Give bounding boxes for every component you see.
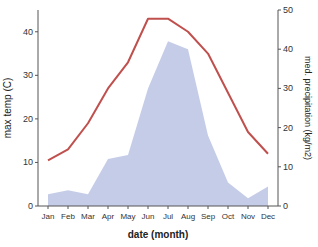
x-tick — [148, 206, 149, 209]
x-tick — [188, 206, 189, 209]
y-tick — [35, 31, 38, 32]
y2-tick-label: 50 — [283, 5, 293, 15]
y-axis-line — [38, 10, 39, 206]
y2-axis-line — [278, 10, 279, 206]
y2-tick — [278, 49, 281, 50]
x-tick — [68, 206, 69, 209]
y2-tick-label: 0 — [283, 201, 288, 211]
y2-tick-label: 30 — [283, 83, 293, 93]
x-tick — [88, 206, 89, 209]
precipitation-area — [48, 41, 268, 206]
y-tick-label: 30 — [23, 70, 33, 80]
x-tick-label: Jul — [163, 212, 173, 221]
y2-tick-label: 10 — [283, 162, 293, 172]
x-tick-label: Oct — [222, 212, 235, 221]
x-tick-label: Nov — [241, 212, 255, 221]
y-tick-label: 20 — [23, 114, 33, 124]
y-tick — [35, 118, 38, 119]
y-tick — [35, 206, 38, 207]
x-tick — [228, 206, 229, 209]
x-tick-label: Aug — [181, 212, 195, 221]
y-tick — [35, 75, 38, 76]
x-tick-label: Dec — [261, 212, 275, 221]
y-axis-label: max temp (C) — [2, 78, 13, 139]
x-tick — [168, 206, 169, 209]
x-tick-label: Sep — [201, 212, 216, 221]
y-tick-label: 10 — [23, 157, 33, 167]
x-tick — [208, 206, 209, 209]
y2-tick — [278, 88, 281, 89]
x-tick-label: Jun — [142, 212, 155, 221]
y2-tick — [278, 10, 281, 11]
chart: 0 10 20 30 40 0 10 20 30 40 50 Jan Feb Mar Apr May Jun Ju… — [0, 0, 318, 247]
y2-tick-label: 20 — [283, 123, 293, 133]
y2-tick — [278, 127, 281, 128]
x-tick — [128, 206, 129, 209]
plot-area — [48, 19, 268, 206]
x-tick-label: Feb — [61, 212, 75, 221]
x-tick — [248, 206, 249, 209]
y2-tick — [278, 166, 281, 167]
x-tick — [268, 206, 269, 209]
y-tick — [35, 162, 38, 163]
y-tick-label: 40 — [23, 27, 33, 37]
x-tick-label: Apr — [102, 212, 115, 221]
x-tick-label: May — [120, 212, 135, 221]
x-axis-label: date (month) — [128, 229, 189, 240]
x-axis-line — [38, 206, 278, 207]
x-tick-label: Jan — [42, 212, 55, 221]
y2-tick-label: 40 — [283, 44, 293, 54]
y2-tick — [278, 206, 281, 207]
y2-axis-label: med. precipitation (kg/m2) — [303, 56, 313, 160]
y-tick-label: 0 — [28, 201, 33, 211]
temperature-line — [48, 19, 268, 161]
x-tick-label: Mar — [81, 212, 95, 221]
x-tick — [48, 206, 49, 209]
x-tick — [108, 206, 109, 209]
